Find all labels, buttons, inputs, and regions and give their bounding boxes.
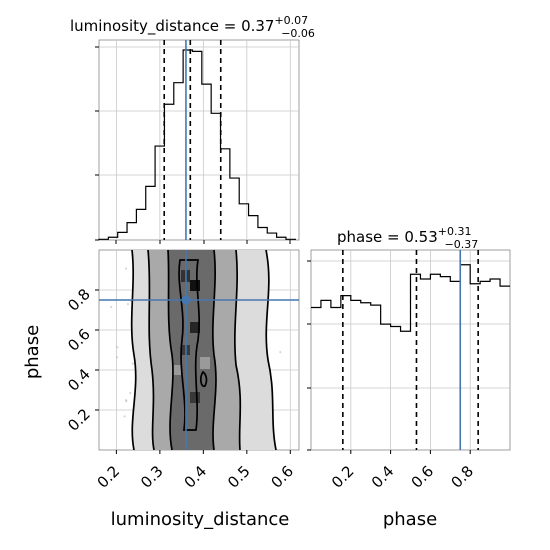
y-ticks: [307, 260, 311, 451]
y-tick-labels: 0.2 0.4 0.6 0.8: [64, 285, 99, 435]
sample-point: [123, 415, 126, 418]
contour-lines: [130, 250, 277, 450]
x-tick-label: 0.6: [408, 462, 438, 492]
sample-point: [129, 391, 132, 395]
phase-title: phase = 0.53+0.31 −0.37: [337, 225, 478, 251]
panel-frame: [98, 39, 300, 241]
sample-point: [125, 399, 128, 402]
quantile-lines: [342, 250, 479, 450]
sample-point: [116, 356, 119, 359]
phase-y-axis-label: phase: [22, 325, 43, 379]
x-tick-label: 0.2: [328, 462, 358, 492]
quantile-lines: [163, 40, 222, 240]
y-tick-label: 0.4: [64, 365, 94, 395]
x-tick-labels: 0.2 0.3 0.4 0.5 0.6: [94, 450, 298, 492]
sample-point: [125, 400, 128, 403]
y-tick-label: 0.6: [64, 325, 94, 355]
x-ticks: [115, 240, 291, 244]
y-tick-label: 0.8: [64, 285, 94, 315]
grid-lines: [311, 250, 510, 450]
x-tick-label: 0.8: [447, 462, 477, 492]
sample-point: [131, 362, 134, 365]
y-ticks: [95, 46, 99, 241]
joint-density-panel: 0.2 0.3 0.4 0.5 0.6 0.2 0.4 0.6 0.8 luminosity_…: [22, 249, 300, 530]
luminosity-distance-histogram-panel: luminosity_distance = 0.37+0.07 −0.06: [70, 14, 315, 244]
y-tick-label: 0.2: [64, 405, 94, 435]
truth-marker: [181, 295, 191, 305]
x-tick-label: 0.4: [181, 462, 211, 492]
histogram-step-line: [98, 49, 296, 240]
luminosity-distance-x-axis-label: luminosity_distance: [111, 509, 290, 530]
luminosity-distance-title: luminosity_distance = 0.37+0.07 −0.06: [70, 14, 315, 40]
sample-point: [110, 305, 113, 309]
x-tick-label: 0.2: [94, 462, 124, 492]
histogram-step-line: [311, 264, 510, 332]
x-tick-label: 0.4: [368, 462, 398, 492]
sample-point: [279, 351, 282, 354]
sample-point: [116, 346, 119, 349]
phase-x-axis-label: phase: [383, 509, 437, 530]
phase-histogram-panel: 0.2 0.4 0.6 0.8 phase = 0.53+0.31 −0.37 phas…: [307, 225, 511, 530]
sample-point: [124, 267, 128, 270]
x-tick-label: 0.6: [268, 462, 298, 492]
grid-lines: [99, 40, 299, 240]
x-tick-labels: 0.2 0.4 0.6 0.8: [328, 450, 477, 492]
x-tick-label: 0.3: [137, 462, 167, 492]
x-tick-label: 0.5: [224, 462, 254, 492]
sample-point: [126, 303, 130, 306]
